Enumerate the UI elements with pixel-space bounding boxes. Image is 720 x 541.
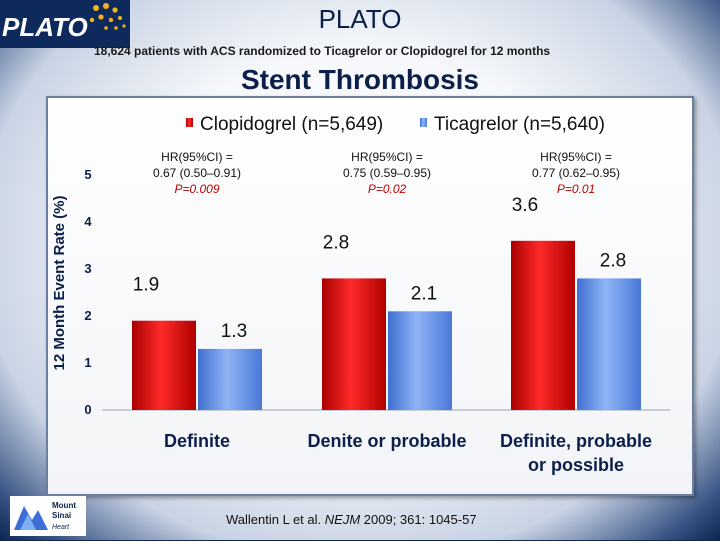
legend-swatch-clopidogrel <box>186 118 193 127</box>
bar-ticagrelor <box>577 278 641 410</box>
hr-label: HR(95%CI) = <box>351 150 423 164</box>
bar-clopidogrel <box>132 320 196 410</box>
chart-title: Stent Thrombosis <box>240 64 479 95</box>
bar-ticagrelor <box>388 311 452 410</box>
hospital-logo-line-2: Sinai <box>52 511 71 520</box>
y-axis-title: 12 Month Event Rate (%) <box>51 195 68 370</box>
mount-sinai-logo-icon: Mount Sinai Heart <box>14 501 76 531</box>
logo-dots-icon <box>89 3 126 30</box>
slide-title: PLATO <box>318 4 402 34</box>
x-category-label: or possible <box>528 455 624 475</box>
reference-author: Wallentin L et al. <box>226 512 322 527</box>
hr-ci-value: 0.77 (0.62–0.95) <box>532 166 620 180</box>
data-label: 2.8 <box>600 250 626 271</box>
data-label: 2.8 <box>323 232 349 253</box>
p-value: P=0.009 <box>174 182 219 196</box>
bar-clopidogrel <box>511 240 575 410</box>
y-tick-label: 4 <box>84 214 92 229</box>
p-value: P=0.02 <box>368 182 407 196</box>
y-tick-label: 5 <box>84 167 91 182</box>
x-category-label: Definite, probable <box>500 431 652 451</box>
x-category-label: Denite or probable <box>307 431 466 451</box>
data-label: 2.1 <box>411 283 437 304</box>
reference-citation: 2009; 361: 1045-57 <box>363 512 477 527</box>
plato-logo: PLATO <box>0 0 130 48</box>
data-label: 3.6 <box>512 195 538 216</box>
hr-ci-value: 0.67 (0.50–0.91) <box>153 166 241 180</box>
y-tick-label: 2 <box>84 308 91 323</box>
footer-reference: Wallentin L et al. NEJM 2009; 361: 1045-… <box>226 512 477 527</box>
hr-ci-value: 0.75 (0.59–0.95) <box>343 166 431 180</box>
legend-label-clopidogrel: Clopidogrel (n=5,649) <box>200 114 383 135</box>
data-label: 1.9 <box>133 275 159 296</box>
hospital-logo: Mount Sinai Heart <box>10 496 86 536</box>
y-tick-label: 0 <box>84 402 91 417</box>
reference-journal: NEJM <box>324 512 361 527</box>
y-tick-label: 3 <box>84 261 91 276</box>
slide-subtitle: 18,624 patients with ACS randomized to T… <box>94 44 551 58</box>
bar-clopidogrel <box>322 278 386 410</box>
legend-label-ticagrelor: Ticagrelor (n=5,640) <box>434 114 605 135</box>
hospital-logo-line-1: Mount <box>52 501 76 510</box>
logo-text: PLATO <box>2 12 88 42</box>
y-tick-label: 1 <box>84 355 91 370</box>
hr-label: HR(95%CI) = <box>540 150 612 164</box>
bar-ticagrelor <box>198 348 262 410</box>
hospital-logo-line-3: Heart <box>52 524 70 531</box>
legend-swatch-ticagrelor <box>420 118 427 127</box>
x-category-label: Definite <box>164 431 230 451</box>
data-label: 1.3 <box>221 321 247 342</box>
hr-label: HR(95%CI) = <box>161 150 233 164</box>
p-value: P=0.01 <box>557 182 595 196</box>
